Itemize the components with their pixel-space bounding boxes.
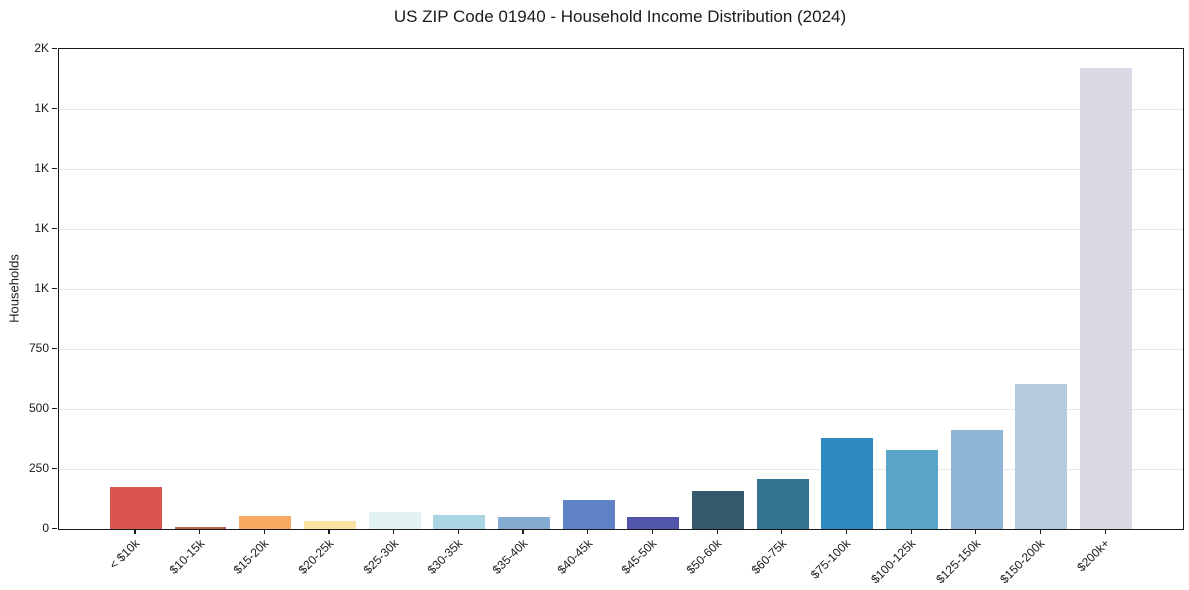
gridline <box>59 349 1183 350</box>
gridline <box>59 409 1183 410</box>
x-tick-label: < $10k <box>106 536 143 572</box>
gridline <box>59 169 1183 170</box>
bar-75-100k <box>821 437 874 529</box>
bar-200k <box>1080 68 1132 529</box>
x-tick-mark <box>457 529 460 535</box>
gridline <box>59 109 1183 110</box>
bar-100-125k <box>886 450 938 529</box>
y-tick-label: 1K <box>34 221 49 235</box>
bar-40-45k <box>562 499 615 529</box>
bar-150-200k <box>1015 383 1068 529</box>
x-tick-mark <box>199 529 201 535</box>
bar-10-15k <box>174 526 227 529</box>
bar-10k <box>110 487 162 529</box>
chart-title: US ZIP Code 01940 - Household Income Dis… <box>393 7 847 26</box>
x-tick-mark <box>134 529 136 535</box>
y-tick-mark <box>52 107 57 109</box>
bar-20-25k <box>304 520 356 529</box>
bar-15-20k <box>239 515 292 529</box>
y-tick-mark <box>52 287 57 289</box>
x-tick-mark <box>328 529 330 535</box>
bar-60-75k <box>756 478 809 529</box>
x-tick-mark <box>1039 529 1042 535</box>
x-tick-mark <box>716 529 718 535</box>
y-tick-mark <box>52 467 57 469</box>
y-tick-mark <box>52 227 57 229</box>
x-tick-mark <box>393 529 395 535</box>
gridline <box>59 469 1183 470</box>
y-tick-mark <box>52 527 57 529</box>
y-tick-label: 500 <box>28 401 49 415</box>
bar-25-30k <box>368 511 421 529</box>
y-tick-label: 1K <box>34 281 49 295</box>
y-tick-mark <box>52 47 57 49</box>
bar-50-60k <box>692 490 744 529</box>
x-tick-mark <box>263 529 266 535</box>
bar-35-40k <box>498 517 550 529</box>
y-tick-label: 1K <box>34 101 49 115</box>
x-tick-mark <box>1104 529 1106 535</box>
x-tick-mark <box>522 529 524 535</box>
x-tick-mark <box>781 529 783 535</box>
x-tick-mark <box>651 529 654 535</box>
bar-30-35k <box>433 514 486 529</box>
gridline <box>59 289 1183 290</box>
plot-area <box>58 48 1184 530</box>
y-tick-mark <box>52 347 57 349</box>
gridline <box>59 229 1183 230</box>
x-tick-mark <box>845 529 848 535</box>
y-tick-label: 1K <box>34 161 49 175</box>
y-tick-mark <box>52 407 57 409</box>
y-tick-label: 750 <box>28 341 49 355</box>
y-tick-label: 0 <box>42 521 49 535</box>
x-tick-mark <box>975 529 977 535</box>
bar-125-150k <box>950 430 1003 529</box>
y-tick-mark <box>52 167 57 169</box>
y-tick-label: 250 <box>28 461 49 475</box>
x-tick-mark <box>910 529 912 535</box>
x-tick-mark <box>587 529 589 535</box>
y-tick-label: 2K <box>34 41 49 55</box>
bar-45-50k <box>627 516 680 529</box>
